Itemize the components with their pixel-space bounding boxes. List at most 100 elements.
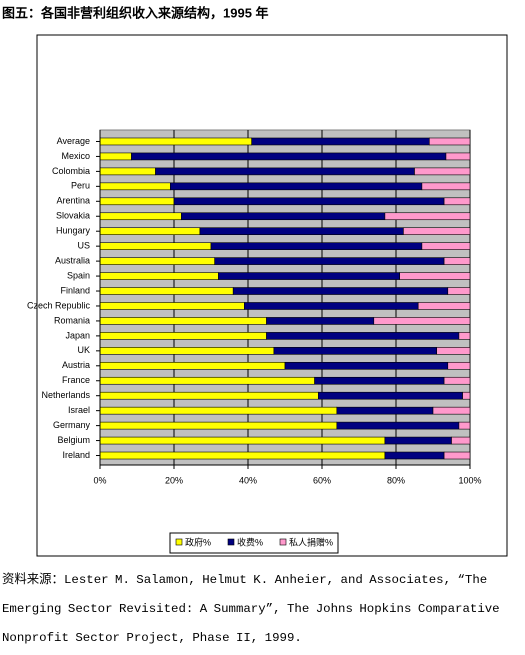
bar-segment [458, 421, 471, 430]
chart-title: 图五：各国非营利组织收入来源结构，1995 年 [2, 5, 269, 20]
y-tick-label: Australia [55, 255, 90, 265]
y-tick-label: Finland [60, 285, 90, 295]
source-note: 资料来源：Lester M. Salamon, Helmut K. Anheie… [2, 573, 500, 645]
legend-swatch [175, 538, 183, 546]
y-tick-label: Spain [67, 270, 90, 280]
y-tick-label: Japan [65, 330, 90, 340]
bar-segment [99, 347, 275, 355]
y-tick-label: Belgium [57, 435, 90, 445]
chart: 图五：各国非营利组织收入来源结构，1995 年 0% 20% 40% 60% 80% 10… [2, 5, 508, 557]
bar-segment [99, 451, 386, 460]
bar-segment [314, 376, 445, 385]
bar-segment [99, 197, 175, 206]
x-tick-label: 80% [387, 475, 405, 485]
bar-segment [214, 257, 445, 265]
bar-segment [99, 302, 245, 310]
y-tick-label: Israel [68, 405, 90, 415]
bar-segment [273, 347, 437, 355]
y-tick-label: Hungary [56, 226, 91, 236]
bar-segment [266, 317, 375, 325]
bar-segment [336, 421, 460, 430]
plot-area [99, 129, 471, 466]
bar-segment [399, 272, 471, 280]
bar-segment [99, 361, 286, 370]
x-tick-label: 40% [239, 475, 257, 485]
bar-segment [447, 361, 471, 370]
bar-segment [99, 272, 219, 280]
y-tick-label: France [62, 375, 90, 385]
bar-segment [436, 347, 471, 355]
y-tick-label: Peru [71, 181, 90, 191]
x-tick-label: 20% [165, 475, 183, 485]
bar-segment [451, 436, 471, 445]
bar-segment [232, 287, 449, 295]
bar-segment [373, 317, 471, 325]
bar-segment [251, 137, 430, 146]
bar-segment [443, 257, 471, 265]
x-tick-label: 60% [313, 475, 331, 485]
bar-segment [181, 212, 386, 221]
bar-segment [443, 451, 471, 460]
bar-segment [421, 182, 471, 191]
bar-segment [462, 391, 471, 400]
bar-segment [210, 242, 423, 250]
y-tick-label: Romania [54, 315, 90, 325]
bar-segment [99, 227, 201, 236]
bar-segment [131, 152, 447, 161]
y-tick-label: Austria [62, 360, 90, 370]
legend-label: 政府% [185, 536, 211, 547]
x-tick-label: 0% [93, 475, 106, 485]
bar-segment [99, 376, 315, 385]
legend-box [169, 532, 339, 554]
bar-segment [99, 137, 252, 146]
bar-segment [244, 302, 419, 310]
bar-segment [99, 317, 267, 325]
bar-segment [443, 376, 471, 385]
bar-segment [384, 212, 471, 221]
bar-segment [155, 167, 415, 176]
legend-label: 私人捐赠% [289, 536, 333, 547]
bar-segment [428, 137, 471, 146]
y-tick-label: UK [77, 345, 90, 355]
bar-segment [445, 152, 471, 161]
bar-segment [199, 227, 404, 236]
y-tick-label: Colombia [52, 166, 90, 176]
bar-segment [336, 406, 434, 415]
bar-segment [99, 242, 212, 250]
bar-segment [170, 182, 423, 191]
bar-segment [384, 436, 452, 445]
legend-label: 收费% [237, 536, 263, 547]
bar-segment [99, 167, 156, 176]
bar-segment [266, 332, 460, 340]
y-tick-label: Average [57, 136, 90, 146]
y-tick-label: Arentina [56, 196, 90, 206]
bar-segment [432, 406, 471, 415]
bar-segment [99, 421, 338, 430]
bar-segment [99, 152, 132, 161]
y-tick-label: Czech Republic [27, 300, 91, 310]
bar-segment [384, 451, 445, 460]
bar-segment [99, 182, 171, 191]
bar-segment [403, 227, 471, 236]
y-tick-label: Mexico [61, 151, 90, 161]
bar-segment [414, 167, 471, 176]
bar-segment [99, 391, 319, 400]
y-tick-label: Slovakia [56, 211, 90, 221]
bar-segment [421, 242, 471, 250]
bar-segment [99, 287, 234, 295]
bar-segment [99, 257, 215, 265]
y-tick-label: Germany [53, 420, 91, 430]
bar-segment [99, 332, 267, 340]
y-tick-label: US [77, 241, 90, 251]
bar-segment [99, 406, 338, 415]
bar-segment [417, 302, 471, 310]
bar-segment [317, 391, 463, 400]
bar-segment [443, 197, 471, 206]
bar-segment [284, 361, 449, 370]
bar-segment [447, 287, 471, 295]
y-tick-label: Netherlands [41, 390, 90, 400]
y-tick-label: Ireland [62, 450, 90, 460]
bar-segment [218, 272, 400, 280]
bar-segment [99, 436, 386, 445]
